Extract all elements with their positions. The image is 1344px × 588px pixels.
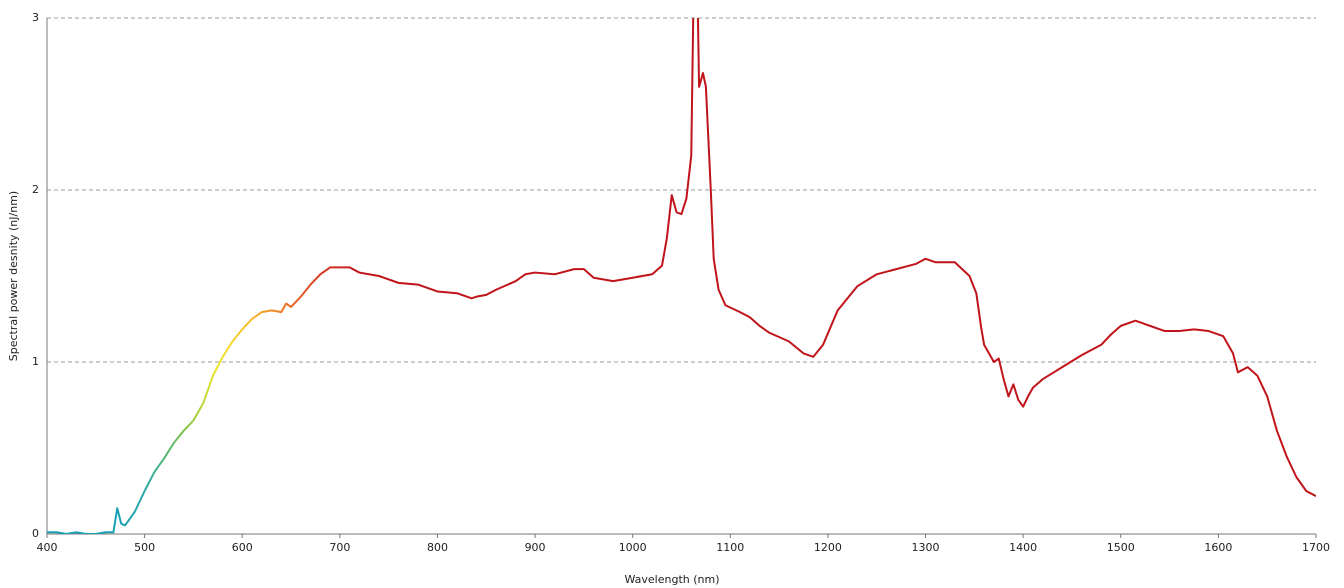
spectrum-line (47, 18, 1316, 534)
x-tick-label: 1000 (619, 541, 647, 554)
x-tick-label: 400 (37, 541, 58, 554)
y-axis-label: Spectral power desnity (nJ/nm) (7, 191, 20, 361)
x-tick-label: 1200 (814, 541, 842, 554)
y-tick-label: 0 (32, 527, 39, 540)
x-tick-label: 1500 (1107, 541, 1135, 554)
x-tick-label: 900 (525, 541, 546, 554)
x-tick-label: 1100 (716, 541, 744, 554)
y-tick-label: 1 (32, 355, 39, 368)
x-tick-label: 700 (329, 541, 350, 554)
x-tick-label: 1400 (1009, 541, 1037, 554)
x-tick-label: 800 (427, 541, 448, 554)
y-tick-label: 3 (32, 11, 39, 24)
x-axis-label: Wavelength (nm) (624, 573, 719, 586)
y-tick-label: 2 (32, 183, 39, 196)
x-tick-label: 1600 (1204, 541, 1232, 554)
x-tick-label: 500 (134, 541, 155, 554)
x-tick-label: 600 (232, 541, 253, 554)
x-tick-label: 1300 (912, 541, 940, 554)
x-tick-label: 1700 (1302, 541, 1330, 554)
